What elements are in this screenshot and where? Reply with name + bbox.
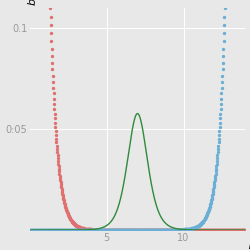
- X-axis label: pH: pH: [248, 239, 250, 249]
- Text: beta: beta: [28, 0, 38, 5]
